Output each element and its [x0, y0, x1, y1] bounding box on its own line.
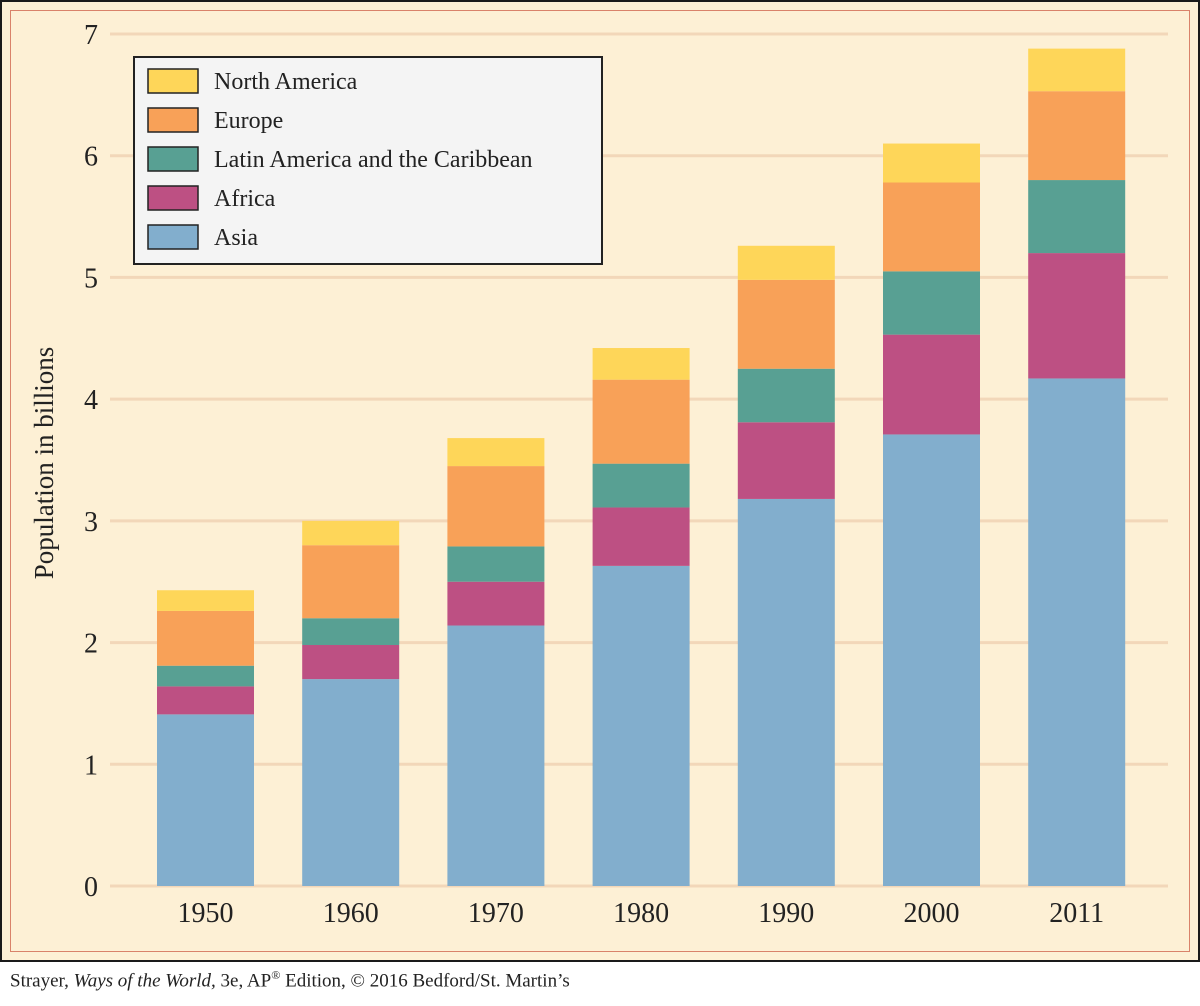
bar-segment-asia [883, 434, 980, 886]
bar-segment-north-america [302, 520, 400, 546]
x-tick-label: 1950 [178, 898, 234, 929]
credit-edition-post: Edition, © 2016 Bedford/St. Martin’s [280, 970, 570, 992]
y-tick-labels: 0 1 2 3 4 5 6 7 [84, 20, 98, 903]
bar-segment-asia [447, 625, 545, 886]
legend-label-north-america: North America [214, 69, 358, 95]
legend-label-europe: Europe [214, 108, 283, 134]
bar-segment-africa [592, 507, 690, 566]
bar-segment-africa [1028, 253, 1126, 379]
bar-segment-latin-america-and-the-caribbean [302, 618, 400, 646]
bar-segment-latin-america-and-the-caribbean [883, 271, 980, 335]
x-tick-label: 1980 [613, 898, 669, 929]
credit-book-title: Ways of the World, [73, 970, 216, 992]
x-tick-label: 1960 [323, 898, 379, 929]
bar-segment-asia [737, 498, 835, 886]
legend-label-africa: Africa [214, 186, 276, 212]
y-tick-label: 7 [84, 20, 98, 51]
bar-segment-africa [302, 645, 400, 680]
bar-segment-latin-america-and-the-caribbean [592, 463, 690, 508]
x-tick-label: 2000 [904, 898, 960, 929]
bar-segment-north-america [157, 590, 254, 611]
y-axis-label: Population in billions [29, 347, 59, 580]
bar-segment-europe [1028, 91, 1126, 181]
bar-segment-europe [883, 182, 980, 272]
source-credit: Strayer, Ways of the World, 3e, AP® Edit… [10, 968, 570, 992]
legend-label-latin-america-and-the-caribbean: Latin America and the Caribbean [214, 147, 533, 173]
bar-segment-latin-america-and-the-caribbean [447, 546, 545, 582]
bar-segment-africa [737, 422, 835, 499]
y-tick-label: 0 [84, 872, 98, 903]
x-tick-labels: 1950 1960 1970 1980 1990 2000 2011 [178, 898, 1105, 929]
legend-label-asia: Asia [214, 225, 258, 251]
bar-segment-europe [737, 279, 835, 369]
bar-segment-north-america [447, 438, 545, 467]
x-tick-label: 1990 [758, 898, 814, 929]
y-tick-label: 3 [84, 507, 98, 538]
legend-box [133, 56, 603, 265]
credit-edition: 3e, AP [220, 970, 272, 992]
bars [157, 48, 1126, 886]
bar-segment-africa [447, 581, 545, 626]
bar-segment-north-america [592, 348, 690, 380]
bar-segment-latin-america-and-the-caribbean [737, 368, 835, 423]
legend-swatch-africa [147, 185, 199, 211]
credit-registered-mark: ® [271, 968, 281, 982]
bar-segment-europe [157, 610, 254, 666]
credit-author: Strayer, [10, 970, 69, 992]
bar-segment-latin-america-and-the-caribbean [157, 665, 254, 687]
bar-segment-asia [1028, 378, 1126, 886]
y-tick-label: 1 [84, 750, 98, 781]
y-tick-label: 4 [84, 385, 98, 416]
x-tick-label: 2011 [1049, 898, 1104, 929]
bar-segment-north-america [1028, 48, 1126, 92]
x-tick-label: 1970 [468, 898, 524, 929]
legend-swatch-latin-america-and-the-caribbean [147, 146, 199, 172]
bar-segment-asia [592, 565, 690, 886]
legend: North America Europe Latin America and the… [133, 56, 603, 265]
bar-segment-north-america [737, 245, 835, 280]
bar-segment-asia [302, 679, 400, 886]
y-tick-label: 5 [84, 263, 98, 294]
stacked-bar-chart: 0 1 2 3 4 5 6 7 1950 1960 1970 1980 1990 2000 2011 Po… [29, 20, 1168, 929]
bar-segment-asia [157, 714, 254, 886]
bar-segment-europe [592, 379, 690, 464]
bar-segment-europe [447, 466, 545, 547]
bar-segment-africa [883, 334, 980, 435]
bar-segment-latin-america-and-the-caribbean [1028, 180, 1126, 254]
bar-segment-north-america [883, 143, 980, 183]
y-tick-label: 2 [84, 629, 98, 660]
legend-swatch-asia [147, 224, 199, 250]
y-tick-label: 6 [84, 142, 98, 173]
bar-segment-europe [302, 545, 400, 619]
legend-swatch-europe [147, 107, 199, 133]
bar-segment-africa [157, 686, 254, 715]
legend-swatch-north-america [147, 68, 199, 94]
